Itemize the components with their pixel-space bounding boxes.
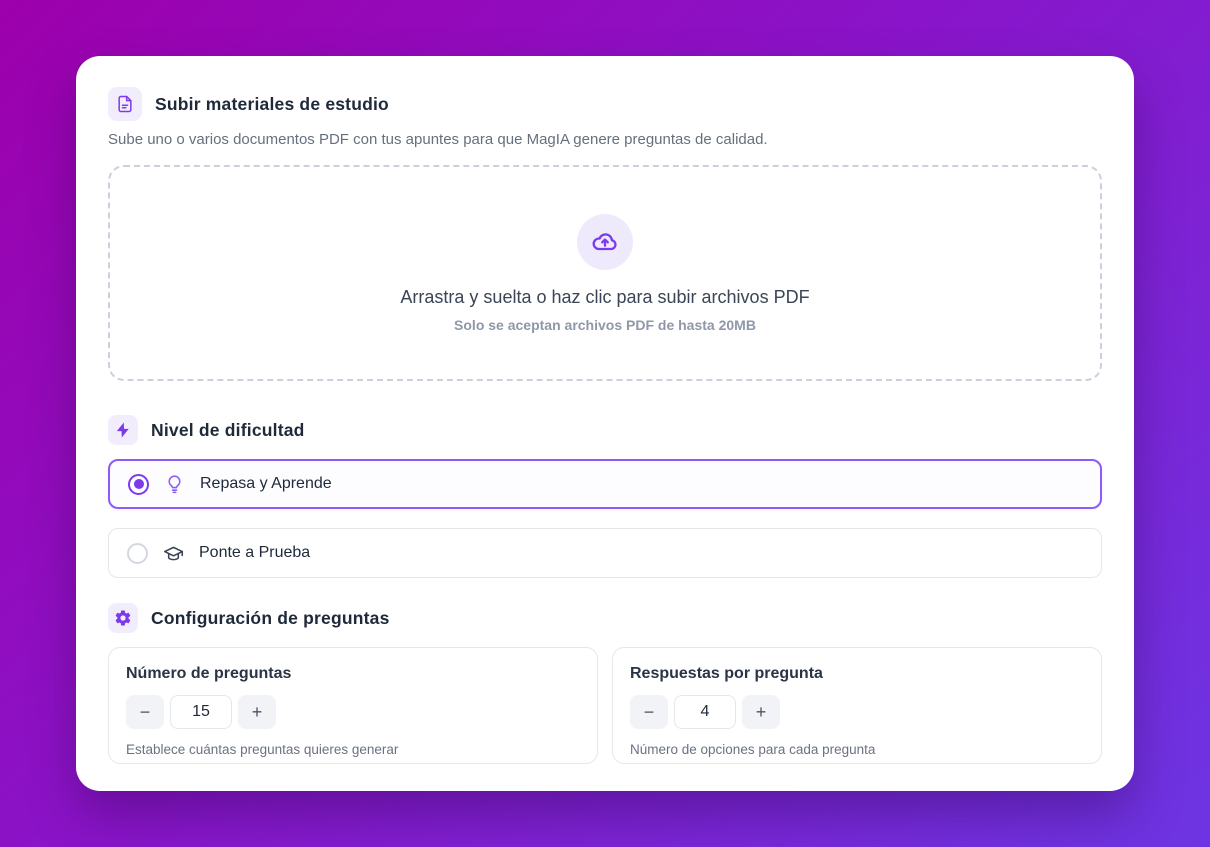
difficulty-option-label: Ponte a Prueba <box>199 544 311 561</box>
question-count-stepper: − 15 + <box>126 695 580 729</box>
difficulty-option-repasa-y-aprende[interactable]: Repasa y Aprende <box>108 459 1102 509</box>
question-count-value[interactable]: 15 <box>170 695 232 729</box>
answers-per-question-title: Respuestas por pregunta <box>630 665 823 682</box>
question-count-card: Número de preguntas − 15 + Establece cuá… <box>108 647 598 764</box>
upload-section-title: Subir materiales de estudio <box>155 93 389 114</box>
lightbulb-icon <box>164 474 185 495</box>
gear-icon <box>108 603 138 633</box>
cloud-upload-icon <box>577 213 633 270</box>
upload-section-subtitle: Sube uno o varios documentos PDF con tus… <box>108 131 768 148</box>
upload-section-header: Subir materiales de estudio <box>108 87 1102 121</box>
radio-selected-icon[interactable] <box>128 473 149 495</box>
question-count-decrease-button[interactable]: − <box>126 695 164 729</box>
question-count-helper: Establece cuántas preguntas quieres gene… <box>126 742 399 757</box>
difficulty-section-title: Nivel de dificultad <box>151 419 305 440</box>
config-section-title: Configuración de preguntas <box>151 607 390 628</box>
config-section-header: Configuración de preguntas <box>108 603 1102 633</box>
answers-decrease-button[interactable]: − <box>630 695 668 729</box>
answers-per-question-value[interactable]: 4 <box>674 695 736 729</box>
answers-per-question-card: Respuestas por pregunta − 4 + Número de … <box>612 647 1102 764</box>
config-cards-row: Número de preguntas − 15 + Establece cuá… <box>108 647 1102 764</box>
question-count-increase-button[interactable]: + <box>238 695 276 729</box>
dropzone-sub-text: Solo se aceptan archivos PDF de hasta 20… <box>454 316 756 333</box>
document-icon <box>108 87 142 121</box>
pdf-dropzone[interactable]: Arrastra y suelta o haz clic para subir … <box>108 165 1102 381</box>
lightning-icon <box>108 415 138 445</box>
difficulty-section-header: Nivel de dificultad <box>108 415 1102 445</box>
answers-per-question-stepper: − 4 + <box>630 695 1084 729</box>
upload-study-materials-panel: Subir materiales de estudio Sube uno o v… <box>76 56 1134 791</box>
question-count-title: Número de preguntas <box>126 665 292 682</box>
answers-increase-button[interactable]: + <box>742 695 780 729</box>
difficulty-option-ponte-a-prueba[interactable]: Ponte a Prueba <box>108 528 1102 578</box>
radio-unselected-icon[interactable] <box>127 542 148 564</box>
answers-per-question-helper: Número de opciones para cada pregunta <box>630 742 876 757</box>
dropzone-main-text: Arrastra y suelta o haz clic para subir … <box>400 286 810 307</box>
graduation-cap-icon <box>163 543 184 564</box>
difficulty-option-label: Repasa y Aprende <box>200 475 332 492</box>
